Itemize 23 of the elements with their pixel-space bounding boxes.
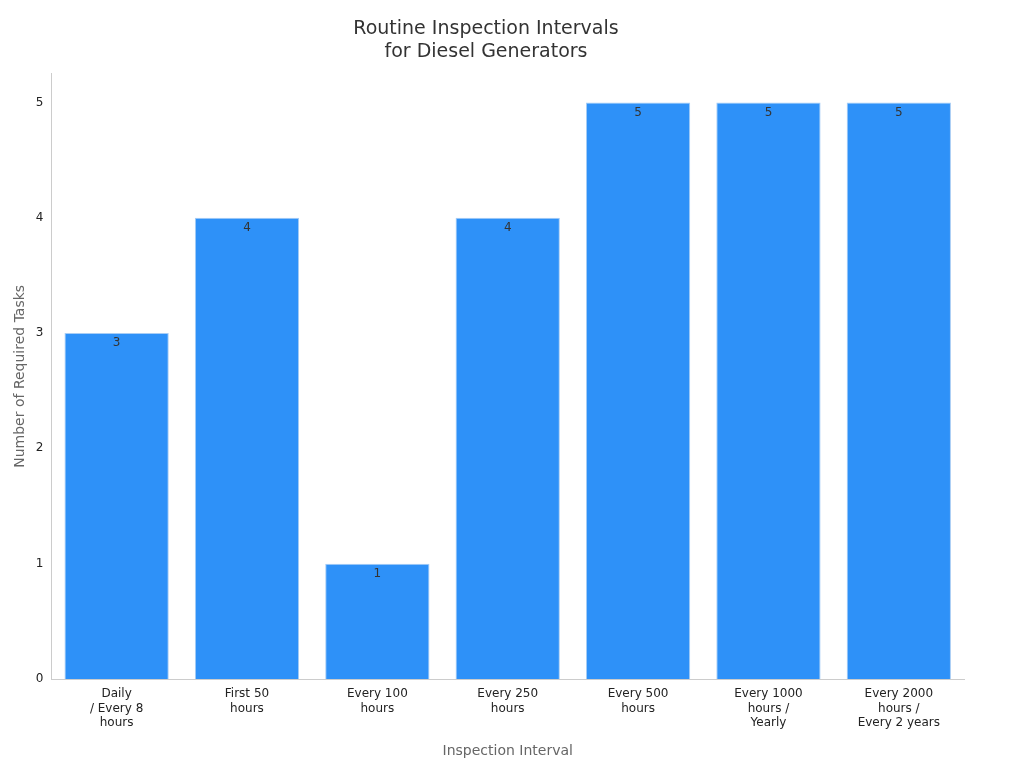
x-tick-label: Every 1000 hours / Yearly bbox=[734, 686, 803, 730]
y-tick-label: 5 bbox=[35, 94, 44, 109]
chart-title: Routine Inspection Intervals for Diesel Generators bbox=[353, 16, 619, 62]
x-tick-label: Every 500 hours bbox=[607, 686, 669, 715]
y-tick-label: 2 bbox=[35, 440, 44, 455]
y-tick-label: 0 bbox=[35, 671, 44, 686]
data-label: 3 bbox=[112, 335, 121, 350]
data-label: 4 bbox=[243, 219, 251, 234]
y-axis-title: Number of Required Tasks bbox=[11, 284, 28, 468]
data-label: 4 bbox=[503, 219, 512, 234]
x-tick-label: Every 2000 hours / Every 2 years bbox=[857, 686, 941, 730]
x-tick-label: First 50 hours bbox=[224, 686, 270, 715]
x-axis-title: Inspection Interval bbox=[442, 742, 573, 759]
y-tick-label: 4 bbox=[35, 209, 44, 224]
x-tick-label: Every 250 hours bbox=[477, 686, 539, 715]
data-label: 5 bbox=[634, 104, 642, 119]
y-tick-label: 1 bbox=[35, 555, 44, 570]
x-tick-label: Daily / Every 8 hours bbox=[89, 686, 144, 730]
data-label: 5 bbox=[764, 104, 773, 119]
y-tick-label: 3 bbox=[35, 325, 44, 340]
x-tick-label: Every 100 hours bbox=[346, 686, 408, 715]
data-label: 1 bbox=[373, 565, 382, 580]
data-label: 5 bbox=[895, 104, 903, 119]
